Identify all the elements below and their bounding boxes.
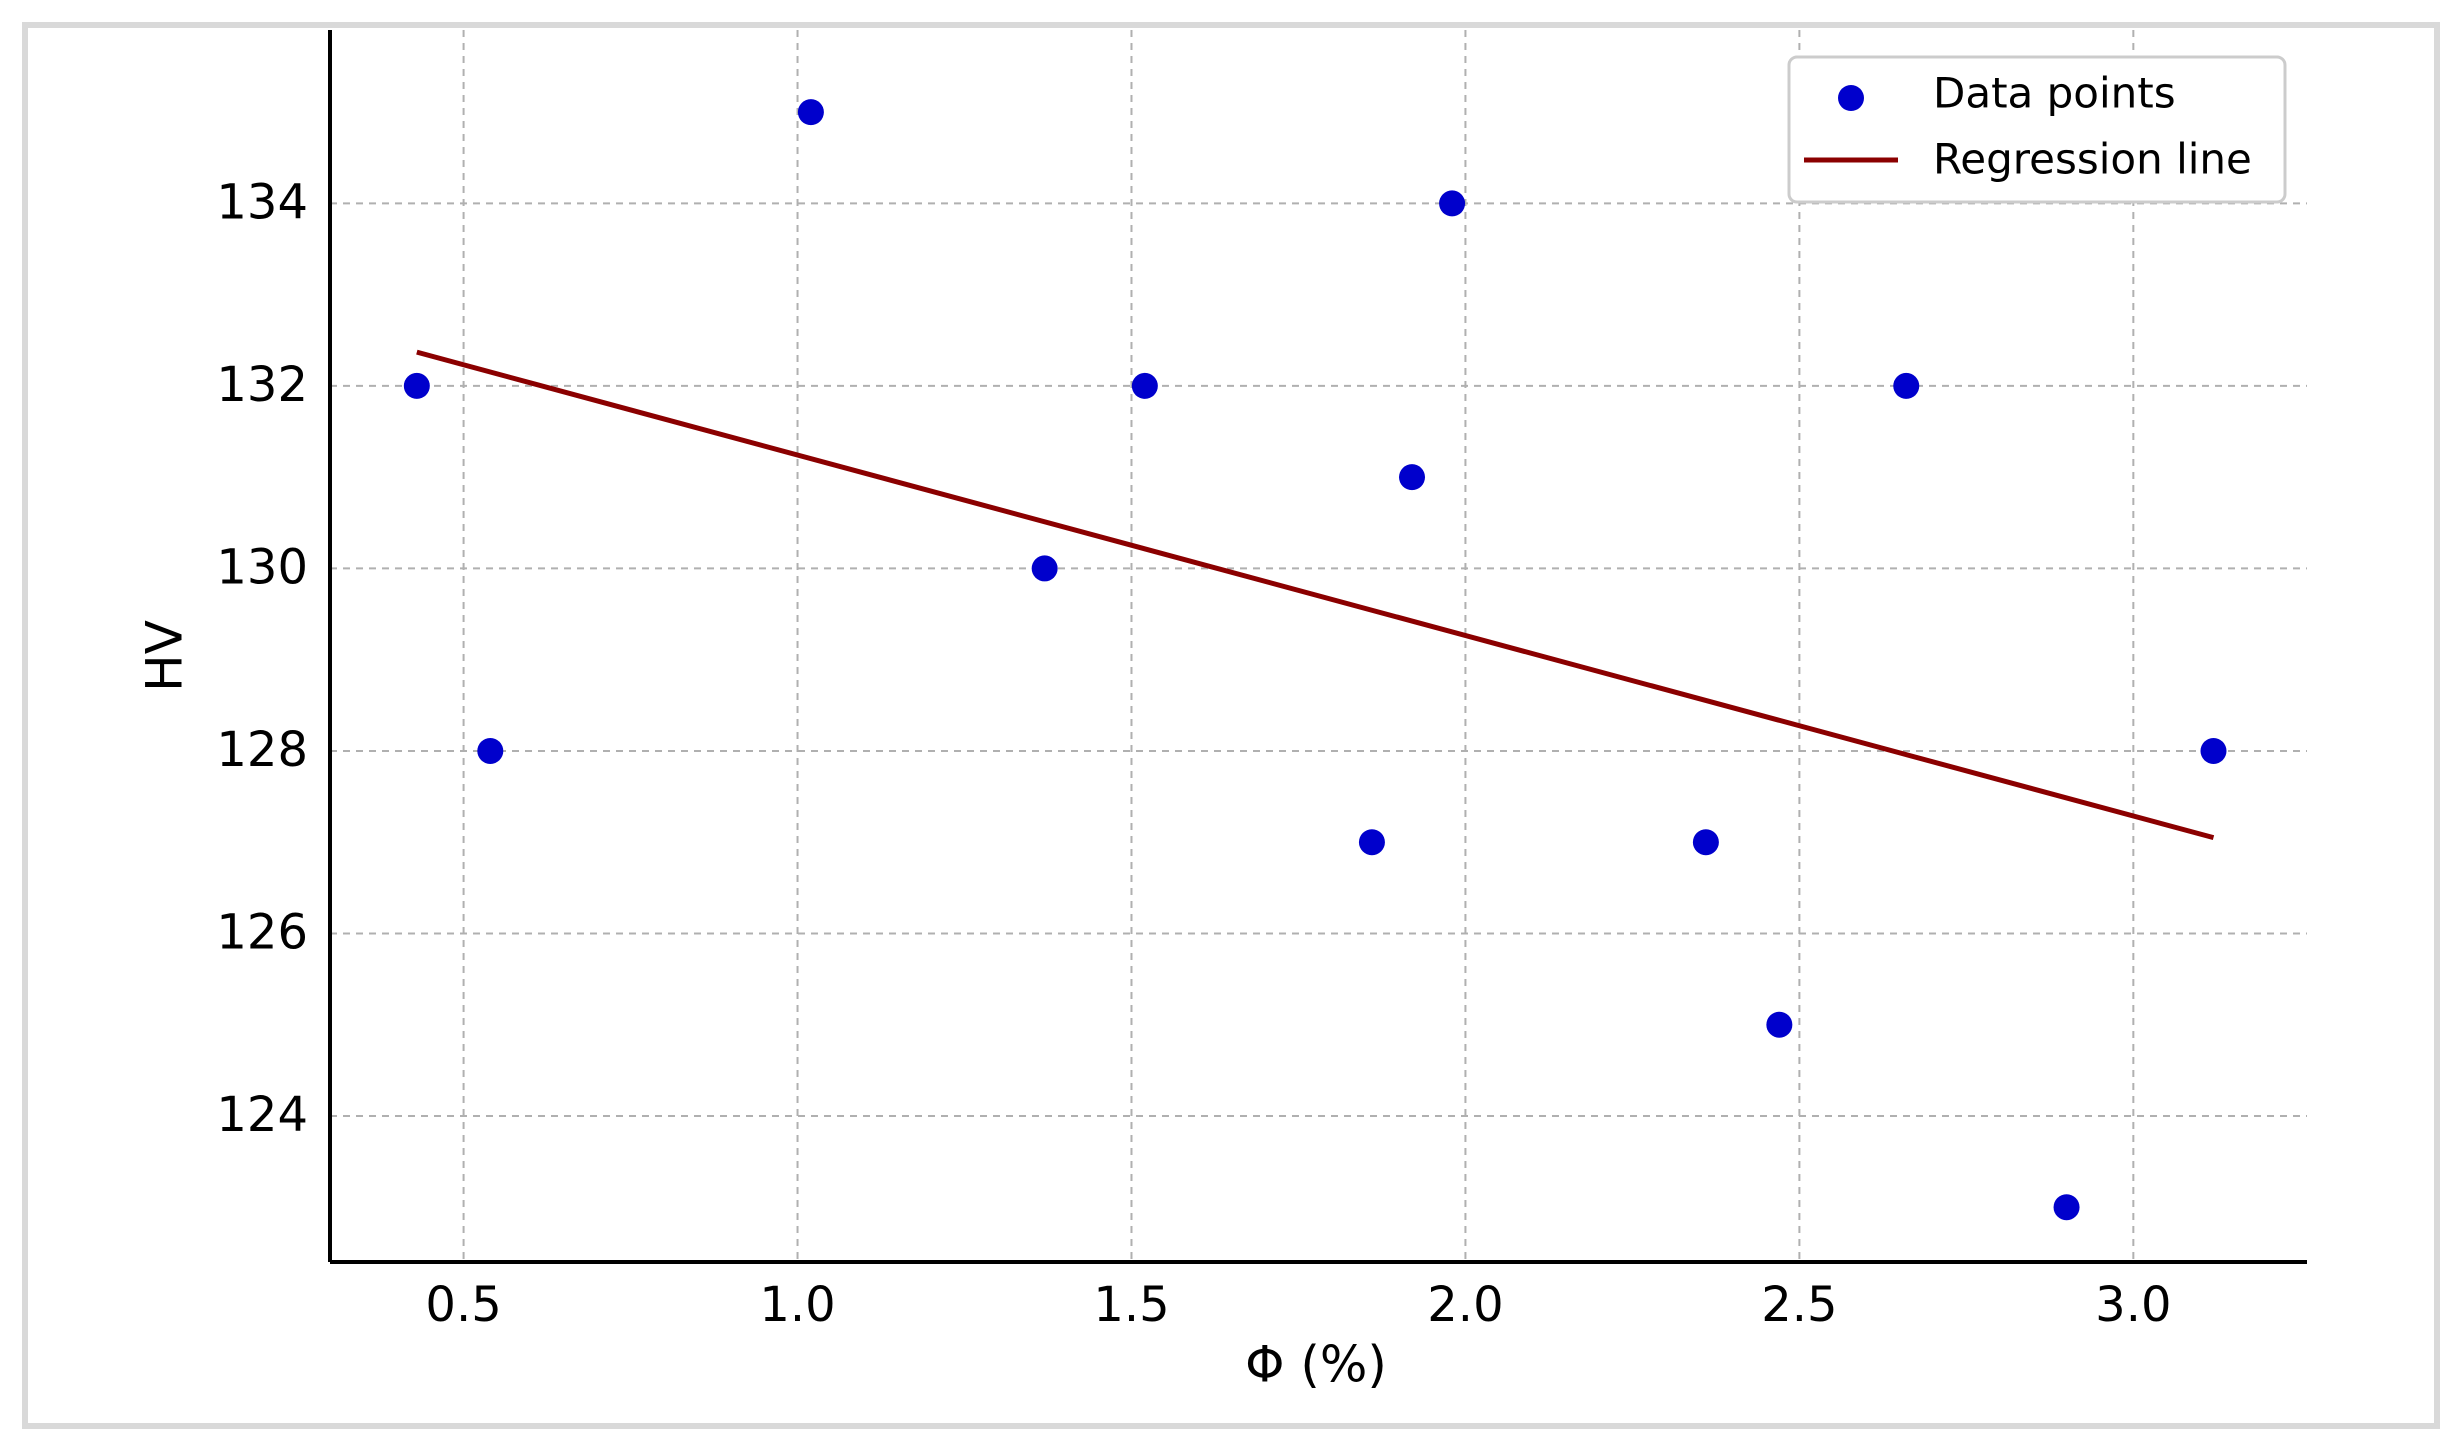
data-point [2200,737,2227,764]
data-point [1131,372,1158,399]
data-point [1893,372,1920,399]
x-tick-label: 2.0 [1427,1277,1503,1333]
data-point [1766,1011,1793,1038]
legend: Data points Regression line [1787,55,2287,204]
data-point [2053,1194,2080,1221]
legend-label-regression-line: Regression line [1933,135,2252,184]
x-tick-label: 1.0 [759,1277,835,1333]
x-axis-label: Φ (%) [1245,1336,1387,1394]
legend-label-data-points: Data points [1933,69,2176,118]
y-tick-label: 134 [216,174,308,230]
y-tick-label: 126 [216,904,308,960]
data-points [403,99,2227,1221]
grid-lines [330,30,2307,1262]
data-point [477,737,504,764]
figure-frame [22,22,2440,1429]
x-tick-label: 1.5 [1093,1277,1169,1333]
legend-box [1787,55,2287,204]
x-tick-label: 3.0 [2095,1277,2171,1333]
regression-line [416,349,2215,841]
data-point [1358,829,1385,856]
axes [328,30,2307,1264]
y-tick-label: 132 [216,357,308,413]
data-point [1692,829,1719,856]
regression-layer [416,349,2215,841]
y-axis-label: HV [136,620,194,692]
data-point [1439,190,1466,217]
legend-marker-data-points [1838,85,1864,111]
data-point [1031,555,1058,582]
tick-labels: 0.5 1.0 1.5 2.0 2.5 3.0 124 126 128 130 132 134 [216,174,2171,1333]
y-tick-label: 130 [216,539,308,595]
x-tick-label: 0.5 [425,1277,501,1333]
x-tick-label: 2.5 [1761,1277,1837,1333]
y-tick-label: 128 [216,722,308,778]
data-point [403,372,430,399]
y-tick-label: 124 [216,1087,308,1143]
data-point [1399,464,1426,491]
data-point [797,99,824,126]
